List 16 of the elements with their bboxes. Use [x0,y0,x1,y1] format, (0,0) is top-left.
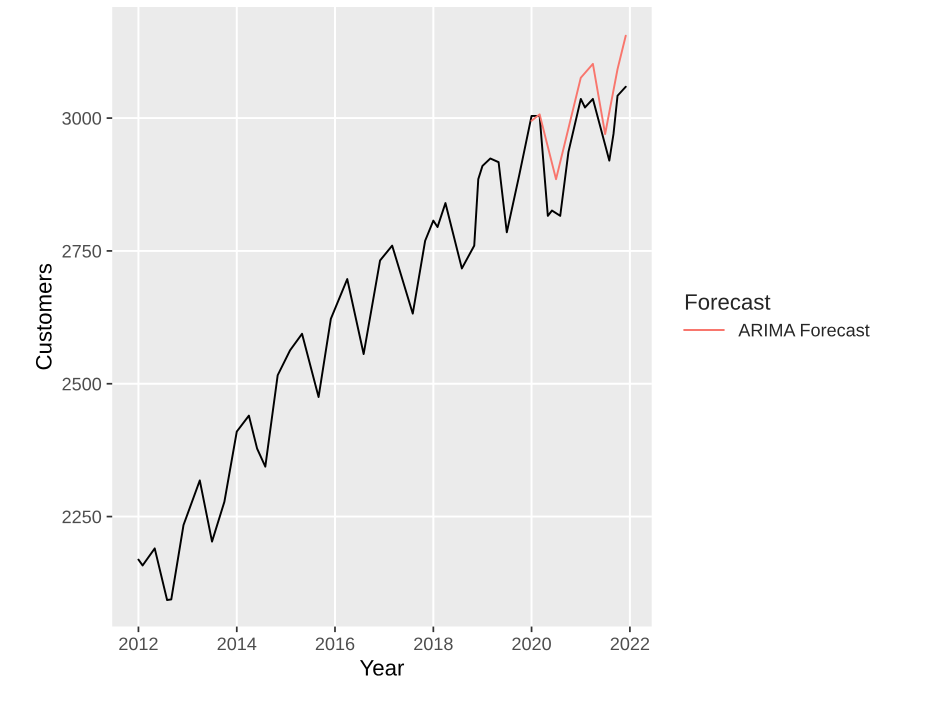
y-axis-title: Customers [36,264,52,370]
x-axis-title: Year [360,660,404,676]
x-tick-label: 2014 [218,637,256,650]
x-tick-label: 2018 [414,637,453,650]
y-tick-label: 2500 [62,378,102,390]
legend-title: Forecast [686,294,770,310]
line-series [530,34,627,180]
line-series [137,86,627,601]
legend-label: ARIMA Forecast [738,324,870,337]
x-tick-label: 2016 [316,637,354,650]
x-tick-label: 2012 [119,637,158,650]
y-tick-label: 3000 [62,112,102,125]
x-tick-label: 2022 [610,637,650,650]
x-tick-label: 2020 [512,637,551,650]
y-tick-label: 2750 [62,244,102,258]
y-tick-label: 2250 [62,510,102,524]
